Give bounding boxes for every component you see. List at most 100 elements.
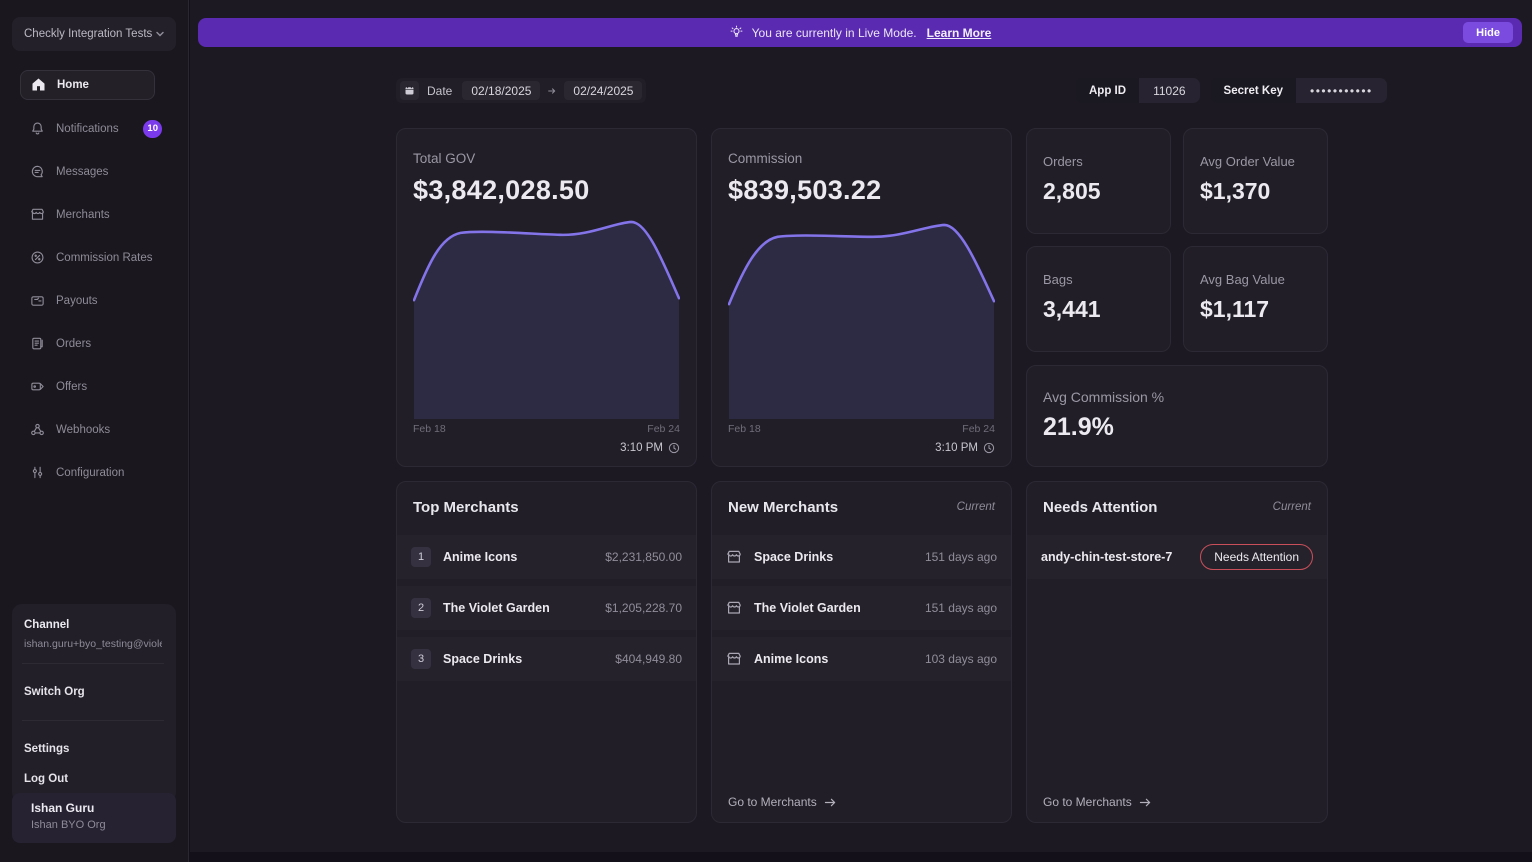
settings-button[interactable]: Settings [24,743,70,755]
needs-attention-title: Needs Attention [1043,498,1158,516]
merchant-age: 151 days ago [924,601,997,615]
app-id-value: 11026 [1139,78,1200,103]
avg-order-value-stat-card: Avg Order Value $1,370 [1183,128,1328,234]
rank-badge: 1 [411,547,431,567]
home-icon [31,77,47,93]
avg-bag-value-label: Avg Bag Value [1200,272,1285,287]
profile-name: Ishan Guru [31,801,95,815]
date-label: Date [427,83,453,98]
storefront-icon [726,600,742,616]
hide-banner-button[interactable]: Hide [1463,22,1513,43]
sidebar-item-orders[interactable]: Orders [30,322,162,365]
chart-time-label: 3:10 PM [620,442,663,454]
divider [22,720,164,721]
receipt-icon [30,336,46,352]
clock-icon [668,442,680,454]
merchant-name: Anime Icons [443,550,518,564]
orders-stat-card: Orders 2,805 [1026,128,1171,234]
avg-commission-label: Avg Commission % [1043,389,1165,405]
calendar-icon [400,81,419,100]
bags-label: Bags [1043,272,1073,287]
avg-commission-stat-card: Avg Commission % 21.9% [1026,365,1328,467]
avg-bag-value-stat-card: Avg Bag Value $1,117 [1183,246,1328,352]
sidebar-item-commission-rates[interactable]: Commission Rates [30,236,162,279]
app-id-chip[interactable]: App ID 11026 [1076,78,1200,103]
avg-bag-value-value: $1,117 [1200,296,1270,322]
needs-attention-badge[interactable]: Needs Attention [1200,544,1313,570]
top-merchants-card: Top Merchants 1 Anime Icons $2,231,850.0… [396,481,697,823]
sidebar-item-offers[interactable]: Offers [30,365,162,408]
commission-card: Commission $839,503.22 Feb 18 Feb 24 3:1… [711,128,1012,467]
wallet-icon [30,293,46,309]
tag-icon [30,379,46,395]
x-axis-end-label: Feb 24 [962,423,995,435]
x-axis-start-label: Feb 18 [728,423,761,435]
top-merchant-row[interactable]: 3 Space Drinks $404,949.80 [397,637,696,681]
new-merchant-row[interactable]: Space Drinks 151 days ago [712,535,1011,579]
org-selector-label: Checkly Integration Tests [24,28,153,40]
sidebar-item-webhooks[interactable]: Webhooks [30,408,162,451]
sidebar-item-label: Messages [56,165,109,178]
arrow-right-icon [547,86,557,96]
commission-chart[interactable] [728,219,995,419]
new-merchants-card: New Merchants Current Space Drinks 151 d… [711,481,1012,823]
top-merchants-title: Top Merchants [413,498,519,516]
rank-badge: 2 [411,598,431,618]
avg-order-value-value: $1,370 [1200,178,1271,204]
avg-commission-value: 21.9% [1043,413,1114,441]
org-selector[interactable]: Checkly Integration Tests [12,17,176,51]
needs-attention-card: Needs Attention Current andy-chin-test-s… [1026,481,1328,823]
sidebar-item-label: Home [57,79,89,91]
notifications-count-badge: 10 [143,119,162,138]
switch-org-button[interactable]: Switch Org [24,686,85,698]
top-merchant-row[interactable]: 2 The Violet Garden $1,205,228.70 [397,586,696,630]
current-tag: Current [956,501,995,513]
attention-merchant-row[interactable]: andy-chin-test-store-7 Needs Attention [1027,535,1327,579]
orders-value: 2,805 [1043,178,1101,204]
sidebar-item-merchants[interactable]: Merchants [30,193,162,236]
merchant-name: andy-chin-test-store-7 [1041,550,1173,564]
merchant-age: 151 days ago [924,550,997,564]
date-from-input[interactable]: 02/18/2025 [462,81,541,100]
merchant-amount: $1,205,228.70 [605,601,682,615]
sidebar-item-label: Payouts [56,294,98,307]
sidebar-item-notifications[interactable]: Notifications 10 [30,107,162,150]
storefront-icon [30,207,46,223]
lightbulb-icon [729,25,744,40]
go-to-merchants-link[interactable]: Go to Merchants [1043,795,1152,809]
total-gov-chart[interactable] [413,219,680,419]
current-tag: Current [1272,501,1311,513]
sidebar-item-payouts[interactable]: Payouts [30,279,162,322]
rank-badge: 3 [411,649,431,669]
orders-label: Orders [1043,154,1083,169]
sidebar-item-home[interactable]: Home [20,70,155,100]
app-credentials: App ID 11026 Secret Key ••••••••••• [1076,78,1387,103]
date-to-input[interactable]: 02/24/2025 [564,81,643,100]
sidebar-nav: Home Notifications 10 Messages Merchants [20,70,162,494]
secret-key-chip[interactable]: Secret Key ••••••••••• [1210,78,1387,103]
merchant-amount: $404,949.80 [615,652,682,666]
date-range-filter: Date 02/18/2025 02/24/2025 [396,78,647,103]
profile-card[interactable]: Ishan Guru Ishan BYO Org [12,793,176,843]
new-merchant-row[interactable]: Anime Icons 103 days ago [712,637,1011,681]
commission-label: Commission [728,151,803,166]
top-merchant-row[interactable]: 1 Anime Icons $2,231,850.00 [397,535,696,579]
main-content: You are currently in Live Mode. Learn Mo… [190,0,1532,852]
learn-more-link[interactable]: Learn More [926,25,992,40]
storefront-icon [726,549,742,565]
storefront-icon [726,651,742,667]
sidebar-item-label: Webhooks [56,423,111,436]
secret-key-masked-value: ••••••••••• [1296,78,1387,103]
total-gov-label: Total GOV [413,151,476,166]
sidebar-item-messages[interactable]: Messages [30,150,162,193]
merchant-name: Space Drinks [443,652,523,666]
commission-value: $839,503.22 [728,175,882,205]
sidebar-item-configuration[interactable]: Configuration [30,451,162,494]
chart-time-label: 3:10 PM [935,442,978,454]
log-out-button[interactable]: Log Out [24,773,69,785]
user-menu: Channel ishan.guru+byo_testing@viole... … [12,604,176,802]
new-merchant-row[interactable]: The Violet Garden 151 days ago [712,586,1011,630]
x-axis-start-label: Feb 18 [413,423,446,435]
go-to-merchants-link[interactable]: Go to Merchants [728,795,837,809]
sliders-icon [30,465,46,481]
